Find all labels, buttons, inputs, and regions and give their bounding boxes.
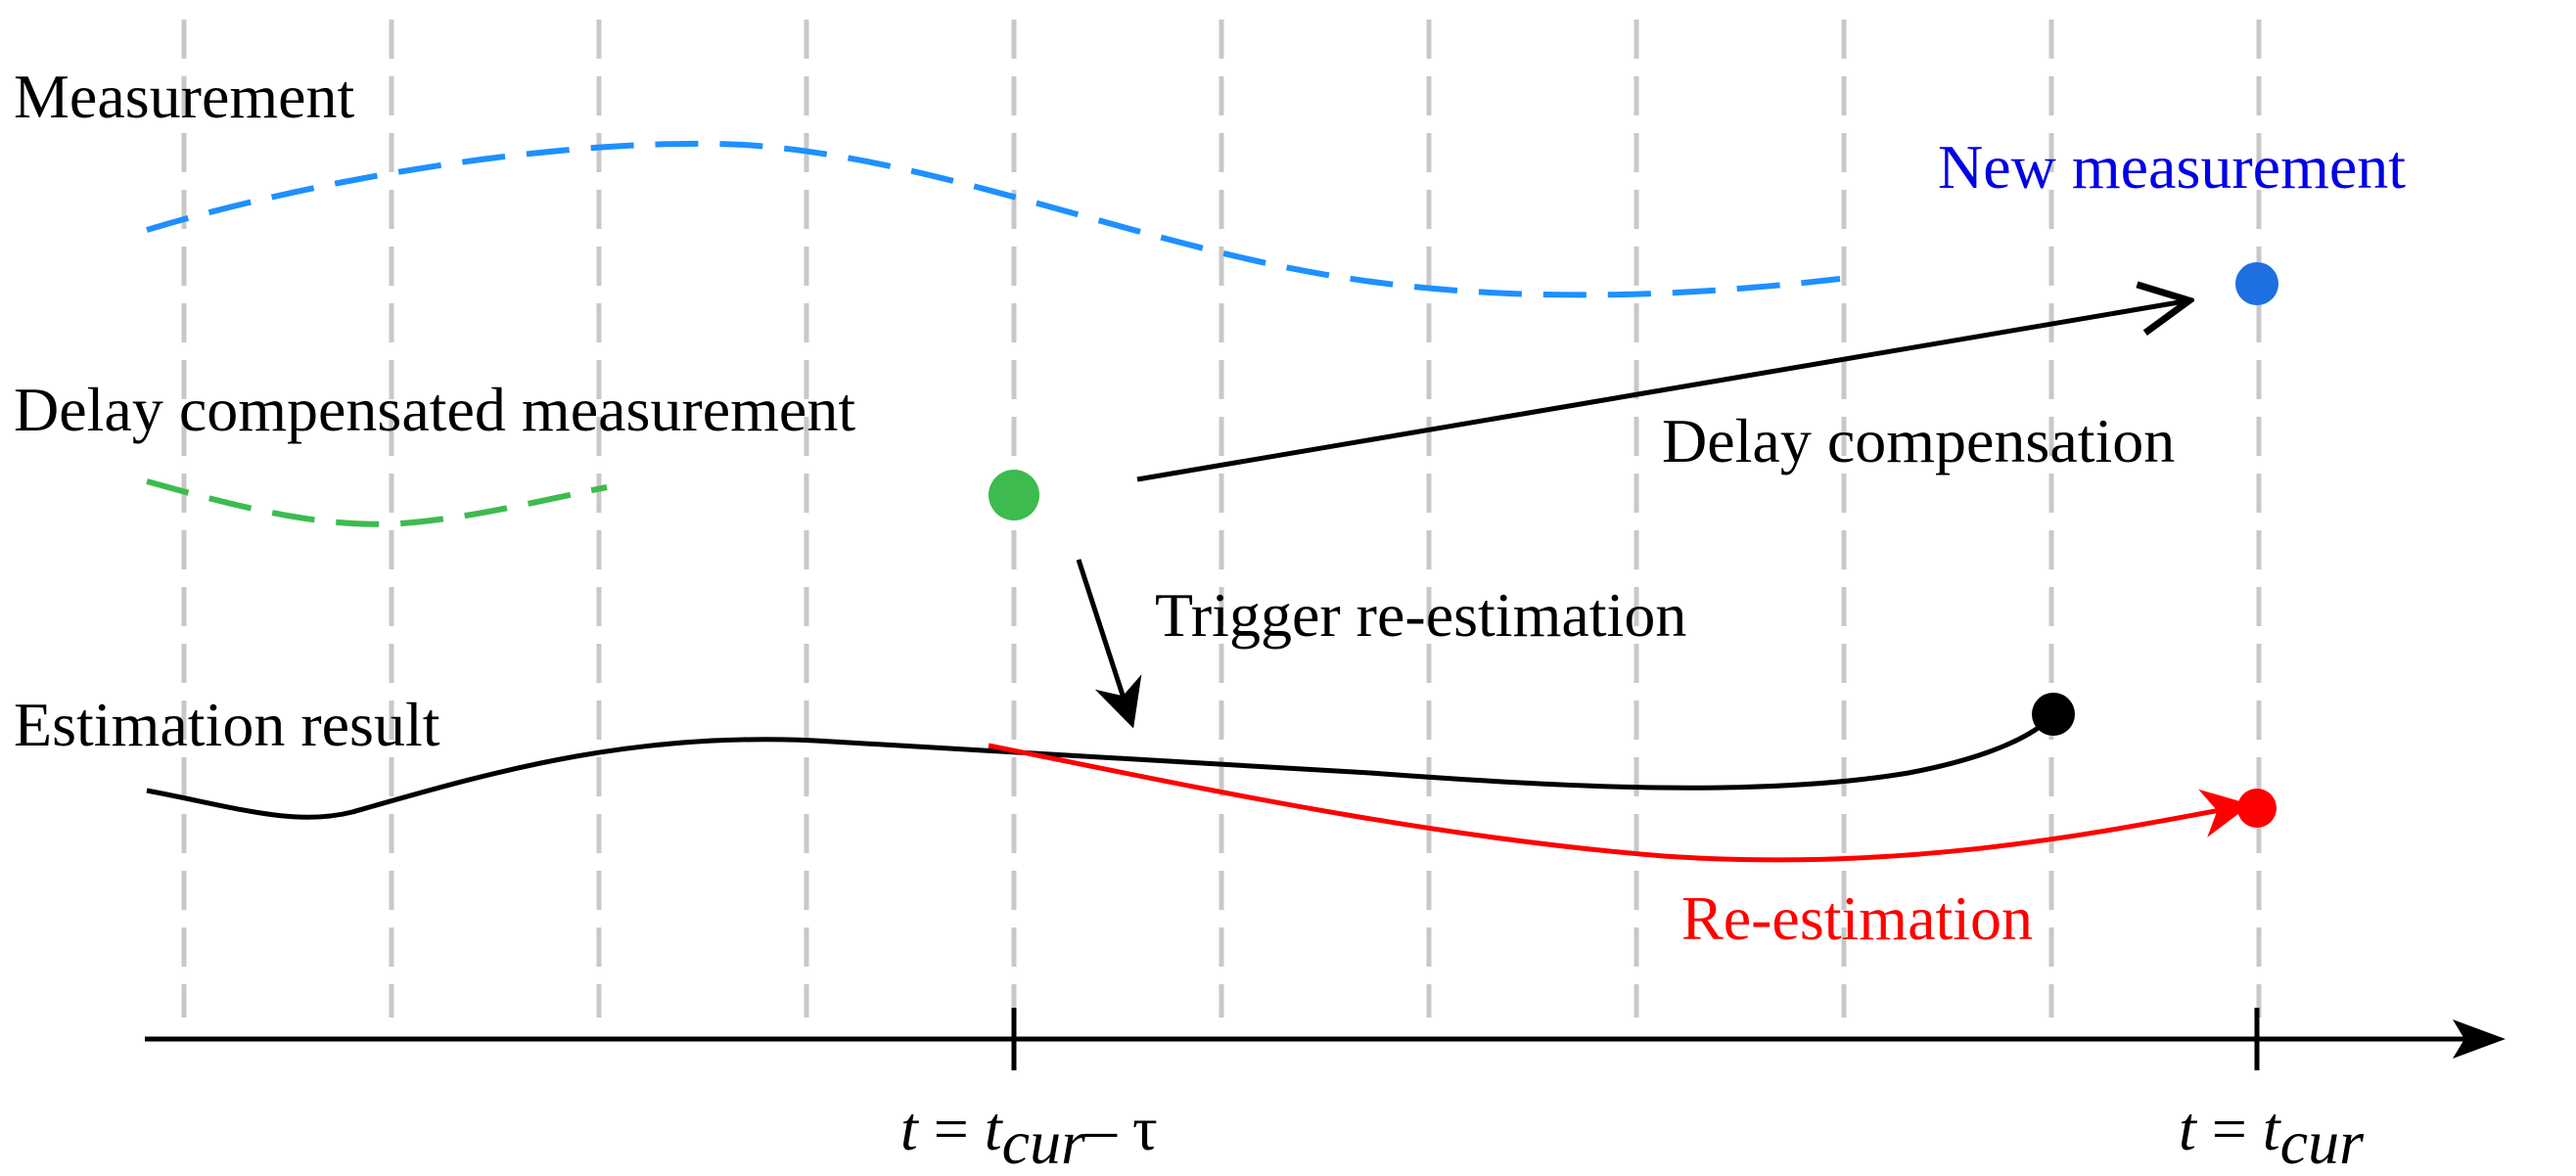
time-axis-arrowhead	[2453, 1019, 2506, 1059]
estimation-result-label: Estimation result	[14, 690, 440, 759]
estimation-result-curve	[146, 712, 2055, 820]
measurement-label: Measurement	[14, 62, 355, 131]
estimation-end-dot	[2032, 693, 2075, 736]
trigger-re-estimation-arrow	[1076, 559, 1142, 729]
re-estimation-curve	[988, 743, 2251, 863]
delay-compensation-arrow	[1136, 301, 2185, 482]
grid-lines	[181, 20, 2262, 1018]
tick-label-delayed: t = tcur– τ	[900, 1094, 1158, 1176]
new-measurement-label: New measurement	[1938, 132, 2406, 202]
tick-label-current: t = tcur	[2179, 1094, 2365, 1176]
delay-compensated-measurement-label: Delay compensated measurement	[14, 375, 855, 444]
compensated-measurement-curve	[146, 478, 608, 527]
delay-compensation-label: Delay compensation	[1662, 406, 2175, 475]
new-measurement-dot	[2235, 262, 2278, 305]
measurement-curve	[146, 140, 1841, 298]
re-estimation-label: Re-estimation	[1681, 883, 2033, 953]
compensated-measurement-dot	[989, 470, 1039, 520]
trigger-re-estimation-label: Trigger re-estimation	[1155, 580, 1686, 650]
re-estimation-end-dot	[2237, 789, 2277, 828]
time-axis	[145, 1008, 2506, 1070]
